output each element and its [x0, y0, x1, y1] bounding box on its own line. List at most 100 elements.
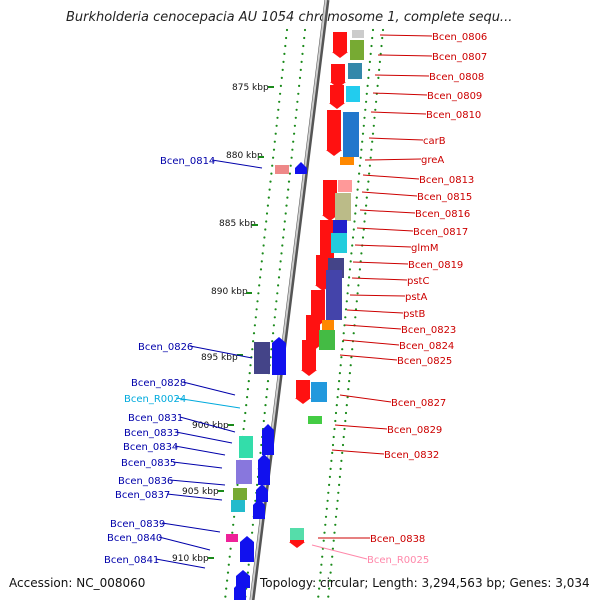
guide-dot	[295, 108, 298, 111]
guide-dot	[283, 52, 286, 56]
guide-dot	[327, 491, 330, 494]
guide-dot	[229, 547, 232, 550]
guide-dot	[334, 523, 337, 526]
guide-dot	[245, 404, 248, 407]
guide-dot	[226, 579, 229, 582]
reverse-gene-label: Bcen_0840	[107, 533, 162, 544]
guide-dot	[283, 220, 286, 223]
reverse-label-leader	[158, 536, 211, 551]
forward-gene-label: Bcen_0838	[370, 534, 425, 545]
gene-block	[236, 460, 252, 484]
guide-dot	[271, 164, 274, 167]
guide-dot	[358, 268, 361, 271]
reverse-label-leader	[189, 345, 253, 359]
guide-dot	[331, 451, 334, 454]
reverse-gene-arrow	[240, 536, 254, 542]
forward-gene-label: Bcen_0808	[429, 72, 484, 83]
guide-dot	[350, 252, 353, 255]
guide-dot	[287, 188, 290, 191]
guide-dot	[332, 539, 335, 542]
guide-dot	[254, 499, 257, 502]
reverse-gene-label: Bcen_0826	[138, 342, 193, 353]
guide-dot	[355, 196, 358, 199]
guide-dot	[327, 595, 330, 598]
guide-dot	[224, 595, 227, 598]
reverse-gene-block	[262, 430, 274, 455]
guide-dot	[291, 148, 294, 151]
guide-dot	[251, 531, 254, 534]
gene-block	[233, 488, 247, 500]
guide-dot	[371, 132, 375, 135]
guide-dot	[262, 244, 265, 247]
guide-dot	[331, 555, 334, 558]
reverse-gene-arrow	[272, 337, 286, 343]
guide-dot	[300, 60, 303, 64]
guide-dot	[353, 220, 356, 223]
forward-gene-label: pstA	[405, 292, 427, 303]
forward-label-leader	[344, 324, 402, 330]
reverse-gene-label: Bcen_0834	[123, 442, 178, 453]
guide-dot	[319, 571, 322, 574]
guide-dot	[294, 116, 297, 119]
forward-label-leader	[346, 309, 404, 314]
guide-dot	[328, 475, 331, 478]
reverse-label-leader	[175, 431, 233, 444]
forward-gene-arrow	[301, 370, 317, 376]
guide-dot	[268, 188, 271, 191]
forward-label-leader	[331, 449, 385, 455]
guide-dot	[351, 348, 354, 351]
reverse-gene-label: Bcen_0835	[121, 458, 176, 469]
gene-block	[311, 382, 327, 402]
forward-gene-block	[311, 290, 325, 320]
guide-dot	[338, 475, 341, 478]
guide-dot	[335, 404, 338, 407]
guide-dot	[284, 212, 287, 215]
guide-dot	[247, 563, 250, 566]
guide-dot	[321, 555, 324, 558]
forward-gene-label: pstB	[403, 309, 425, 320]
guide-dot	[266, 204, 269, 207]
forward-label-leader	[370, 111, 427, 115]
guide-dot	[270, 172, 273, 175]
forward-gene-block	[331, 64, 345, 82]
guide-dot	[368, 164, 371, 167]
reverse-gene-label: Bcen_0837	[115, 490, 170, 501]
gene-block	[340, 157, 354, 165]
forward-gene-label: Bcen_0824	[399, 341, 454, 352]
kbp-label: 905 kbp	[182, 487, 219, 497]
reverse-label-leader	[155, 558, 206, 569]
reverse-gene-arrow	[295, 162, 307, 168]
guide-dot	[256, 483, 259, 486]
guide-dot	[351, 244, 354, 247]
reverse-label-leader	[174, 445, 226, 456]
guide-dot	[370, 148, 373, 151]
guide-dot	[338, 380, 341, 383]
guide-dot	[265, 220, 268, 223]
forward-label-leader	[352, 261, 409, 265]
kbp-label: 875 kbp	[232, 83, 269, 93]
guide-dot	[259, 268, 263, 271]
guide-dot	[326, 499, 329, 502]
guide-dot	[328, 579, 331, 582]
guide-dot	[341, 348, 344, 351]
forward-gene-block	[327, 110, 341, 150]
kbp-label: 910 kbp	[172, 554, 209, 564]
guide-dot	[299, 68, 302, 71]
forward-label-leader	[339, 394, 392, 403]
guide-dot	[380, 44, 383, 48]
guide-dot	[375, 100, 378, 103]
guide-dot	[335, 507, 338, 510]
guide-dot	[287, 180, 291, 183]
guide-dot	[303, 28, 307, 32]
guide-dot	[337, 388, 340, 391]
guide-dot	[232, 523, 235, 526]
guide-dot	[251, 348, 254, 351]
reverse-label-leader	[211, 159, 263, 169]
guide-dot	[253, 324, 256, 327]
forward-label-leader	[351, 277, 408, 281]
guide-dot	[272, 148, 276, 151]
reverse-gene-label: Bcen_0828	[131, 378, 186, 389]
guide-dot	[338, 483, 341, 486]
guide-dot	[334, 515, 338, 518]
